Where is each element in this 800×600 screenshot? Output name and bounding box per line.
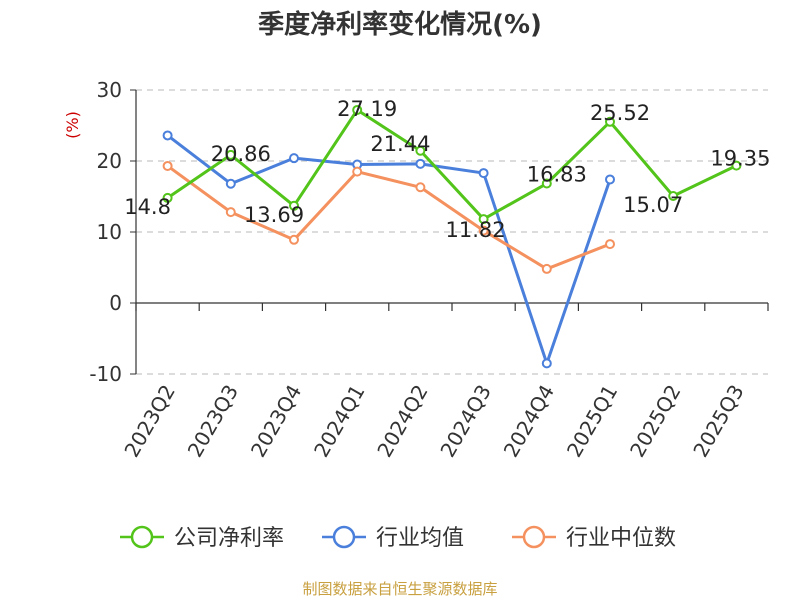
legend-swatch-marker — [522, 525, 546, 549]
legend-label: 公司净利率 — [174, 526, 284, 551]
data-point — [605, 239, 615, 250]
x-tick-label: 2023Q3 — [183, 381, 243, 462]
legend-label: 行业均值 — [376, 526, 464, 551]
data-point — [225, 178, 236, 189]
data-point — [541, 263, 552, 274]
y-tick-label: -10 — [89, 362, 122, 386]
x-tick-label: 2024Q3 — [435, 380, 495, 461]
data-label: 14.8 — [124, 195, 171, 219]
data-point — [162, 130, 173, 141]
legend-label: 行业中位数 — [566, 526, 676, 551]
data-labels: 14.8 20.86 13.69 27.19 21.44 11.82 16.83 25.52 1… — [124, 97, 770, 242]
data-point — [478, 225, 489, 236]
data-point — [352, 166, 363, 177]
data-label: 13.69 — [244, 203, 304, 227]
x-tick-label: 2024Q4 — [499, 381, 559, 462]
x-tick-label: 2025Q1 — [562, 381, 622, 462]
data-label: 16.83 — [527, 163, 587, 187]
y-tick-label: 20 — [97, 149, 122, 173]
data-point — [415, 145, 426, 156]
data-point — [225, 149, 236, 160]
series-line — [166, 134, 612, 365]
chart-title: 季度净利率变化情况(%) — [258, 9, 542, 40]
data-label: 20.86 — [211, 142, 271, 166]
x-tick-label: 2025Q2 — [625, 381, 685, 462]
legend-swatch-marker — [130, 525, 154, 549]
data-point — [605, 116, 615, 127]
data-point — [289, 234, 299, 245]
data-point — [541, 358, 552, 369]
data-point — [478, 168, 489, 179]
x-tick-label: 2024Q2 — [372, 381, 432, 462]
y-tick-label: 10 — [97, 220, 122, 244]
x-tick-label: 2024Q1 — [309, 381, 369, 462]
data-label: 21.44 — [370, 132, 430, 156]
data-point — [162, 192, 173, 203]
x-tick-label: 2025Q3 — [688, 381, 748, 462]
data-label: 15.07 — [623, 193, 683, 217]
series-line — [166, 164, 611, 271]
data-point — [415, 158, 426, 169]
y-tick-label: 30 — [97, 78, 122, 102]
y-axis-label: (%) — [63, 111, 82, 139]
data-point — [415, 182, 426, 193]
data-point — [352, 104, 363, 115]
data-label: 11.82 — [446, 218, 506, 242]
data-point — [541, 178, 552, 189]
series-layer — [162, 104, 742, 369]
x-tick-label: 2023Q2 — [119, 381, 179, 462]
data-label: 19.35 — [710, 147, 770, 171]
data-label: 27.19 — [337, 97, 397, 121]
data-point — [605, 174, 615, 185]
data-point — [668, 191, 679, 202]
source-note: 制图数据来自恒生聚源数据库 — [302, 580, 497, 598]
legend: 公司净利率 行业均值 行业中位数 — [120, 525, 676, 551]
legend-swatch-marker — [332, 525, 356, 549]
data-point — [478, 214, 489, 225]
x-tick-label: 2023Q4 — [246, 381, 306, 462]
data-point — [225, 207, 236, 218]
data-point — [731, 160, 742, 171]
data-point — [162, 160, 173, 171]
data-point — [289, 153, 299, 164]
series-line — [166, 108, 738, 221]
y-tick-label: 0 — [109, 291, 122, 315]
data-point — [289, 200, 299, 211]
data-label: 25.52 — [590, 101, 650, 125]
